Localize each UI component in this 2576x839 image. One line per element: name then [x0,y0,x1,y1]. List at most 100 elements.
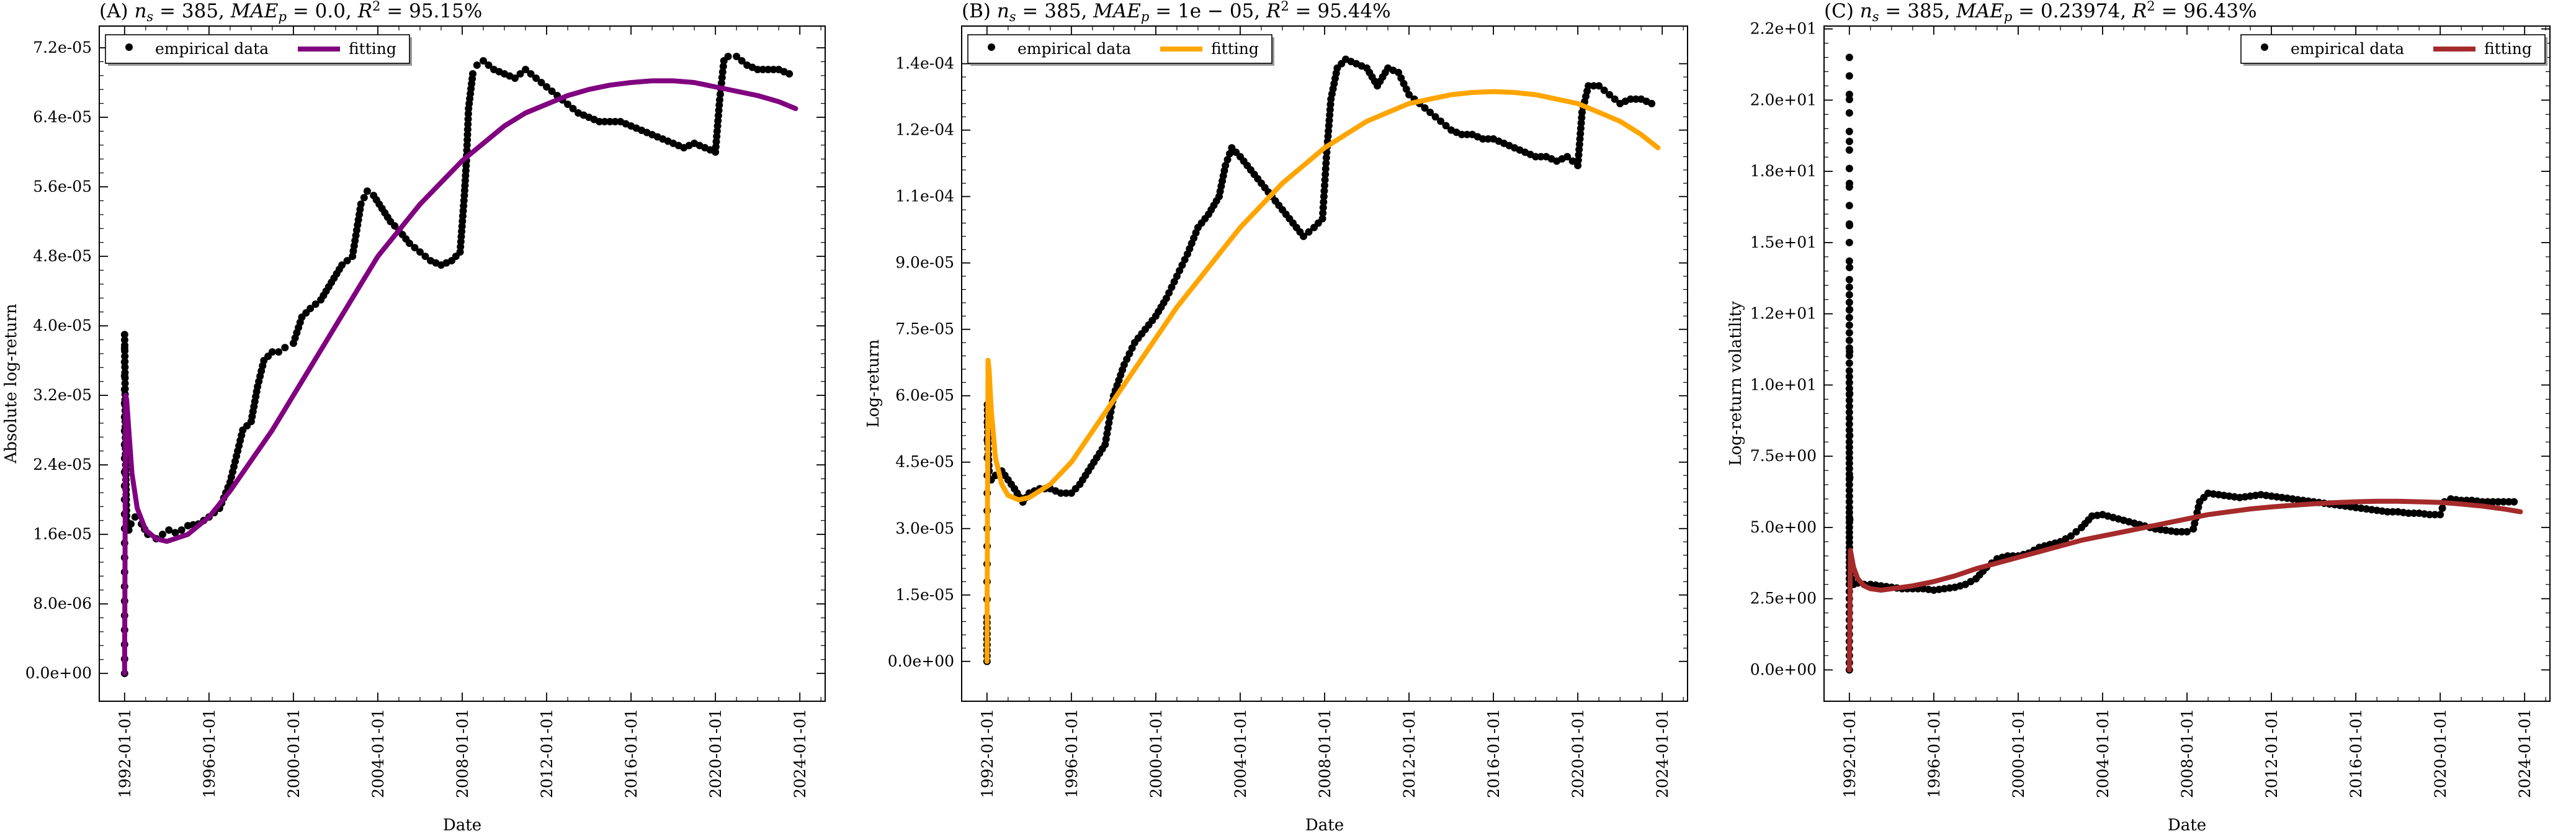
panel-c-legend: empirical data fitting [2240,34,2547,66]
empirical-data-point [1845,329,1853,337]
empirical-data-point [715,96,723,104]
y-tick-label: 0.0e+00 [25,664,92,682]
empirical-data-point [2484,498,2492,506]
empirical-data-point [463,136,472,144]
empirical-data-point [1222,161,1230,169]
empirical-data-point [738,57,746,65]
empirical-data-point [1574,161,1582,169]
empirical-data-point [1125,349,1134,357]
empirical-data-point [1845,53,1853,61]
empirical-data-point [1576,124,1585,132]
legend-empirical-label: empirical data [155,40,269,58]
empirical-data-point [2500,498,2508,506]
legend-box [105,34,410,64]
x-tick-label: 2004-01-01 [1232,709,1250,798]
empirical-data-point [527,70,535,78]
empirical-data-point [1845,298,1853,307]
y-tick-label: 2.2e+01 [1750,20,1817,38]
empirical-data-point [1321,176,1329,184]
empirical-data-point [120,336,128,344]
empirical-data-point [733,53,741,61]
empirical-data-point [127,520,135,528]
legend-fitting-label: fitting [349,40,396,58]
empirical-data-point [121,374,129,382]
empirical-data-point [785,70,794,78]
empirical-data-point [1322,165,1330,173]
empirical-data-point [1845,414,1853,422]
empirical-data-point [1326,111,1334,119]
empirical-data-point [121,347,129,355]
empirical-data-point [601,118,609,126]
fitting-curve [122,78,798,676]
x-tick-label: 2024-01-01 [791,709,809,798]
empirical-data-point [1128,344,1136,352]
empirical-data-point [1845,359,1853,367]
empirical-data-point [569,105,577,113]
empirical-data-point [1123,355,1131,363]
empirical-data-point [1173,272,1181,280]
x-tick-label: 2008-01-01 [2178,709,2196,798]
empirical-data-point [2172,527,2180,536]
empirical-data-point [1845,498,1853,506]
empirical-data-point [1611,95,1619,103]
y-tick-label: 5.6e-05 [33,177,92,195]
empirical-data-point [1845,408,1853,416]
empirical-data-point [2510,498,2518,506]
empirical-data-point [357,200,365,209]
empirical-data-point [754,66,762,74]
y-tick-label: 3.0e-05 [895,519,954,537]
empirical-data-point [511,74,519,83]
empirical-data-point [596,118,604,126]
empirical-data-point [1845,109,1853,117]
empirical-data-point [121,352,129,361]
x-tick-label: 2000-01-01 [1147,709,1165,798]
y-tick-label: 8.0e-06 [33,594,92,612]
empirical-data-point [1322,159,1330,168]
empirical-data-point [1325,127,1333,135]
empirical-data-point [338,261,346,269]
empirical-data-point [548,87,556,96]
y-tick-label: 1.6e-05 [33,525,92,543]
y-tick-label: 2.4e-05 [33,455,92,473]
y-tick-label: 4.8e-05 [33,247,92,265]
empirical-data-point [1577,119,1585,127]
empirical-data-point [311,300,320,308]
empirical-data-point [1181,256,1189,264]
fitting-curve [1846,498,2523,673]
legend-box [2240,34,2546,64]
y-tick-label: 4.0e-05 [33,316,92,334]
legend-empirical-label: empirical data [1017,40,1131,58]
empirical-data-point [268,348,276,356]
panel-a-legend: empirical data fitting [105,34,412,66]
empirical-data-point [1168,283,1176,291]
y-tick-label: 1.2e-04 [895,121,954,139]
empirical-data-point [2505,498,2513,506]
legend-empirical-marker [988,43,995,51]
empirical-data-point [1845,313,1853,321]
empirical-data-point [281,344,289,352]
empirical-data-point [1600,86,1608,94]
empirical-data-point [1176,267,1184,275]
y-tick-label: 6.0e-05 [895,387,954,405]
empirical-data-point [543,83,551,91]
empirical-data-point [2438,504,2446,512]
legend-box [967,34,1272,64]
empirical-data-point [1845,426,1853,434]
empirical-data-point [1845,321,1853,330]
legend-empirical-marker [2261,43,2268,51]
x-tick-label: 2024-01-01 [1653,709,1671,798]
legend-fitting-label: fitting [1211,40,1259,58]
empirical-data-point [1845,276,1853,284]
empirical-data-point [1845,146,1853,154]
empirical-data-point [421,253,429,261]
empirical-data-point [469,70,477,78]
empirical-data-point [2183,527,2191,536]
y-tick-label: 1.2e+01 [1750,305,1817,323]
empirical-data-point [1057,489,1065,497]
x-tick-label: 2012-01-01 [2263,709,2281,798]
panel-b-ylabel: Log-return [864,339,883,428]
empirical-data-point [177,526,186,534]
empirical-data-point [606,118,614,126]
empirical-data-point [1845,137,1853,145]
y-tick-label: 2.5e+00 [1750,590,1817,608]
